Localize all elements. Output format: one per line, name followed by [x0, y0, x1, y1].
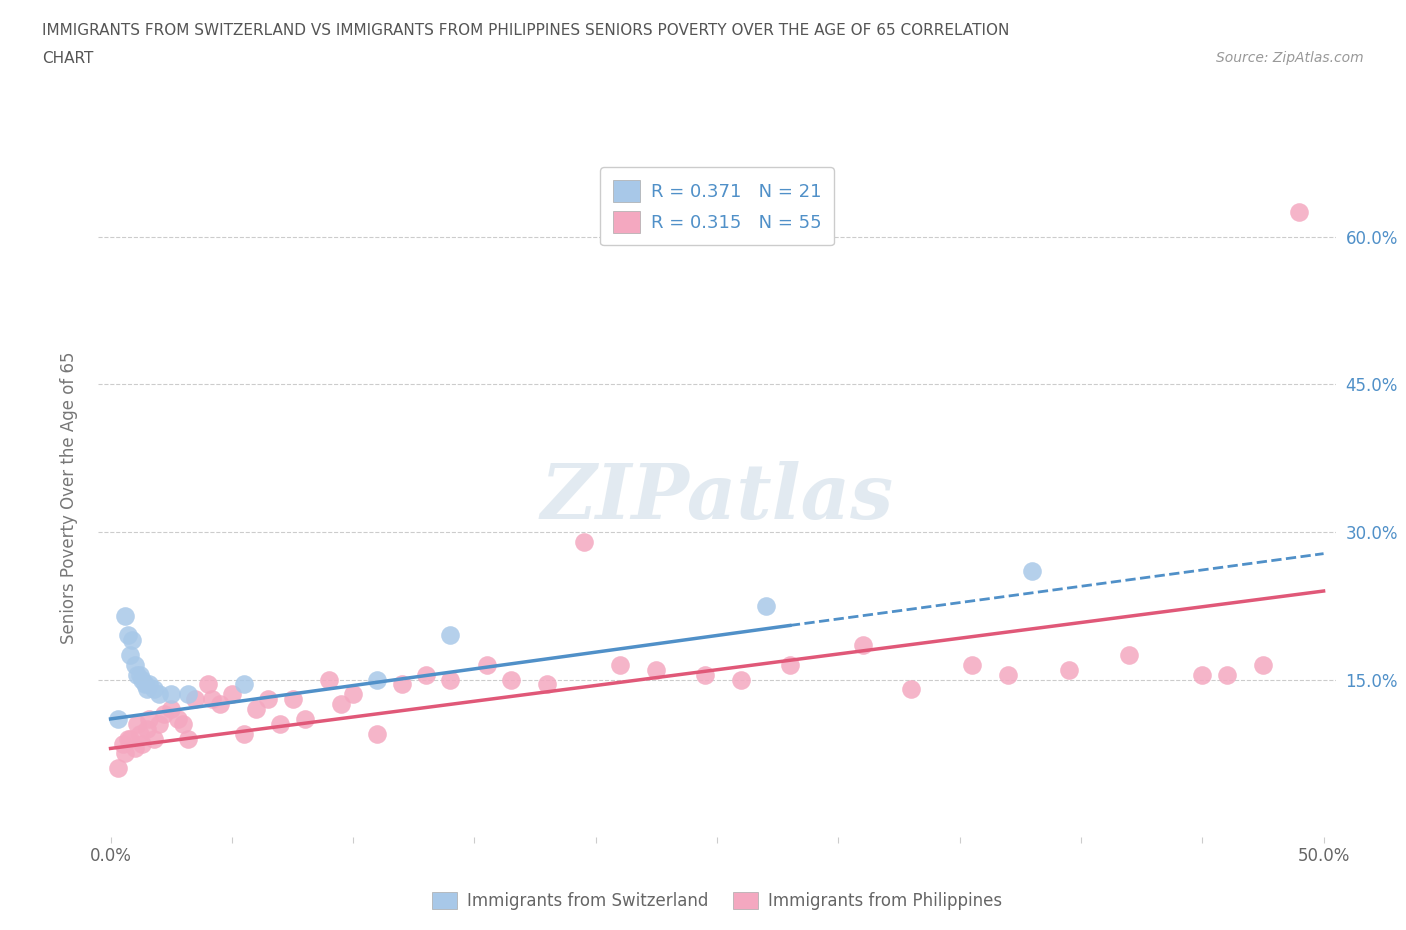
Point	[572, 535, 595, 550]
Point	[415, 667, 437, 682]
Point	[177, 731, 200, 746]
Point	[160, 701, 183, 716]
Point	[134, 677, 156, 692]
Text: Source: ZipAtlas.com: Source: ZipAtlas.com	[1216, 51, 1364, 65]
Point	[184, 692, 207, 707]
Point	[177, 687, 200, 702]
Point	[269, 716, 291, 731]
Point	[1191, 667, 1213, 682]
Point	[197, 677, 219, 692]
Point	[148, 716, 170, 731]
Point	[136, 722, 159, 737]
Point	[143, 682, 166, 697]
Point	[131, 672, 153, 687]
Point	[118, 731, 141, 746]
Point	[439, 672, 461, 687]
Point	[114, 608, 136, 623]
Point	[201, 692, 224, 707]
Point	[143, 731, 166, 746]
Point	[128, 667, 150, 682]
Point	[1251, 658, 1274, 672]
Point	[153, 707, 176, 722]
Point	[107, 761, 129, 776]
Text: ZIPatlas: ZIPatlas	[540, 460, 894, 535]
Point	[439, 628, 461, 643]
Point	[960, 658, 983, 672]
Point	[342, 687, 364, 702]
Point	[245, 701, 267, 716]
Point	[900, 682, 922, 697]
Point	[318, 672, 340, 687]
Point	[730, 672, 752, 687]
Point	[208, 697, 231, 711]
Point	[118, 647, 141, 662]
Point	[127, 667, 149, 682]
Point	[779, 658, 801, 672]
Point	[1057, 662, 1080, 677]
Point	[233, 726, 256, 741]
Y-axis label: Seniors Poverty Over the Age of 65: Seniors Poverty Over the Age of 65	[59, 352, 77, 644]
Point	[138, 677, 160, 692]
Point	[148, 687, 170, 702]
Point	[111, 736, 134, 751]
Point	[997, 667, 1019, 682]
Point	[117, 731, 139, 746]
Point	[391, 677, 413, 692]
Point	[1118, 647, 1140, 662]
Point	[366, 726, 388, 741]
Point	[281, 692, 304, 707]
Point	[160, 687, 183, 702]
Point	[499, 672, 522, 687]
Point	[609, 658, 631, 672]
Point	[107, 711, 129, 726]
Point	[172, 716, 194, 731]
Point	[167, 711, 190, 726]
Point	[114, 746, 136, 761]
Point	[127, 716, 149, 731]
Point	[136, 682, 159, 697]
Point	[1215, 667, 1237, 682]
Text: CHART: CHART	[42, 51, 94, 66]
Point	[330, 697, 353, 711]
Legend: Immigrants from Switzerland, Immigrants from Philippines: Immigrants from Switzerland, Immigrants …	[425, 885, 1010, 917]
Point	[221, 687, 243, 702]
Point	[117, 628, 139, 643]
Point	[257, 692, 280, 707]
Point	[1288, 205, 1310, 219]
Point	[693, 667, 716, 682]
Point	[852, 638, 875, 653]
Point	[124, 741, 146, 756]
Point	[121, 632, 143, 647]
Point	[755, 598, 778, 613]
Point	[131, 736, 153, 751]
Point	[366, 672, 388, 687]
Point	[128, 726, 150, 741]
Point	[138, 711, 160, 726]
Point	[475, 658, 498, 672]
Point	[1021, 564, 1043, 578]
Point	[124, 658, 146, 672]
Point	[645, 662, 668, 677]
Point	[233, 677, 256, 692]
Point	[536, 677, 558, 692]
Point	[294, 711, 316, 726]
Text: IMMIGRANTS FROM SWITZERLAND VS IMMIGRANTS FROM PHILIPPINES SENIORS POVERTY OVER : IMMIGRANTS FROM SWITZERLAND VS IMMIGRANT…	[42, 23, 1010, 38]
